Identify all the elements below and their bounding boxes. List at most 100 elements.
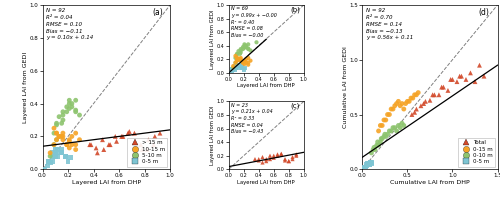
Point	[233, 59, 241, 62]
Text: (a): (a)	[152, 8, 163, 17]
Point	[59, 131, 67, 135]
Point	[72, 99, 80, 102]
Point	[130, 131, 138, 135]
Point	[52, 122, 60, 125]
Point	[232, 61, 239, 64]
Point	[230, 65, 238, 68]
Point	[360, 166, 368, 169]
Y-axis label: Layered LAI from GEDI: Layered LAI from GEDI	[210, 9, 216, 69]
Point	[230, 66, 238, 69]
Point	[398, 102, 406, 105]
Point	[364, 163, 372, 167]
Point	[232, 61, 239, 64]
Point	[44, 164, 52, 168]
Point	[45, 159, 53, 163]
Point	[400, 108, 408, 111]
Point	[234, 58, 242, 61]
Point	[292, 153, 300, 156]
Point	[68, 143, 76, 146]
Point	[386, 129, 394, 132]
Point	[389, 108, 397, 111]
Point	[394, 100, 402, 103]
Point	[48, 159, 56, 163]
Point	[126, 130, 134, 133]
Point	[52, 123, 60, 127]
Text: N = 92
R² = 0.70
RMSE = 0.14
Bias = −0.13
y = 0.56x + 0.11: N = 92 R² = 0.70 RMSE = 0.14 Bias = −0.1…	[366, 8, 414, 40]
Point	[58, 122, 66, 125]
Point	[226, 71, 234, 74]
Point	[236, 56, 244, 60]
Point	[380, 118, 388, 122]
Point	[41, 168, 49, 171]
Point	[230, 66, 238, 69]
Point	[258, 155, 266, 159]
Point	[232, 63, 240, 66]
Point	[244, 48, 252, 51]
Point	[58, 151, 66, 154]
Y-axis label: Layered LAI from GEDI: Layered LAI from GEDI	[210, 106, 216, 165]
Point	[278, 153, 285, 156]
Point	[144, 138, 152, 141]
Y-axis label: Cumulative LAI from GEDI: Cumulative LAI from GEDI	[343, 46, 348, 128]
Point	[366, 161, 374, 164]
Point	[435, 93, 443, 96]
Point	[238, 66, 246, 69]
Point	[368, 162, 376, 165]
Point	[292, 154, 300, 157]
Point	[233, 56, 241, 60]
Point	[59, 113, 67, 117]
Text: N = 23
y = 0.21x + 0.04
R² = 0.33
RMSE = 0.04
Bias = −0.43: N = 23 y = 0.21x + 0.04 R² = 0.33 RMSE =…	[231, 103, 272, 134]
Point	[244, 43, 252, 46]
Point	[59, 135, 67, 138]
Point	[387, 108, 395, 111]
Point	[466, 71, 474, 74]
Point	[244, 47, 252, 50]
Point	[124, 131, 132, 135]
Point	[400, 124, 408, 127]
Text: N = 92
R² = 0.04
RMSE = 0.10
Bias = −0.11
y = 0.10x + 0.14: N = 92 R² = 0.04 RMSE = 0.10 Bias = −0.1…	[46, 8, 94, 40]
Point	[230, 68, 238, 71]
Point	[360, 167, 368, 170]
Point	[246, 49, 254, 52]
Point	[236, 52, 244, 55]
Point	[417, 104, 425, 107]
Point	[362, 166, 370, 169]
Point	[52, 155, 60, 158]
Point	[58, 148, 66, 151]
Point	[55, 135, 63, 138]
Point	[381, 133, 389, 136]
Legend: Total, 0-15 m, 0-10 m, 0-5 m: Total, 0-15 m, 0-10 m, 0-5 m	[458, 138, 494, 167]
Point	[240, 59, 248, 62]
Point	[242, 61, 250, 64]
Point	[374, 129, 382, 132]
Point	[240, 62, 248, 66]
Point	[262, 160, 270, 163]
Point	[87, 143, 95, 146]
Point	[232, 66, 240, 69]
Point	[386, 113, 394, 116]
Point	[50, 143, 58, 146]
Point	[50, 143, 58, 146]
X-axis label: Cumulative LAI from DHP: Cumulative LAI from DHP	[390, 180, 469, 185]
Point	[378, 124, 386, 127]
Point	[239, 61, 247, 64]
Point	[238, 66, 246, 69]
Point	[106, 143, 114, 146]
Point	[240, 46, 248, 49]
Point	[48, 151, 56, 154]
Point	[236, 65, 244, 68]
Point	[50, 131, 58, 135]
Point	[59, 118, 67, 122]
Point	[374, 140, 382, 144]
Point	[262, 158, 270, 161]
Text: (b): (b)	[290, 6, 300, 13]
Point	[240, 44, 248, 47]
Point	[366, 161, 374, 164]
Point	[444, 89, 452, 92]
Point	[426, 99, 434, 102]
Point	[54, 155, 62, 158]
Point	[236, 58, 244, 61]
Text: (d): (d)	[478, 8, 490, 17]
Point	[266, 154, 274, 157]
Point	[236, 59, 244, 62]
